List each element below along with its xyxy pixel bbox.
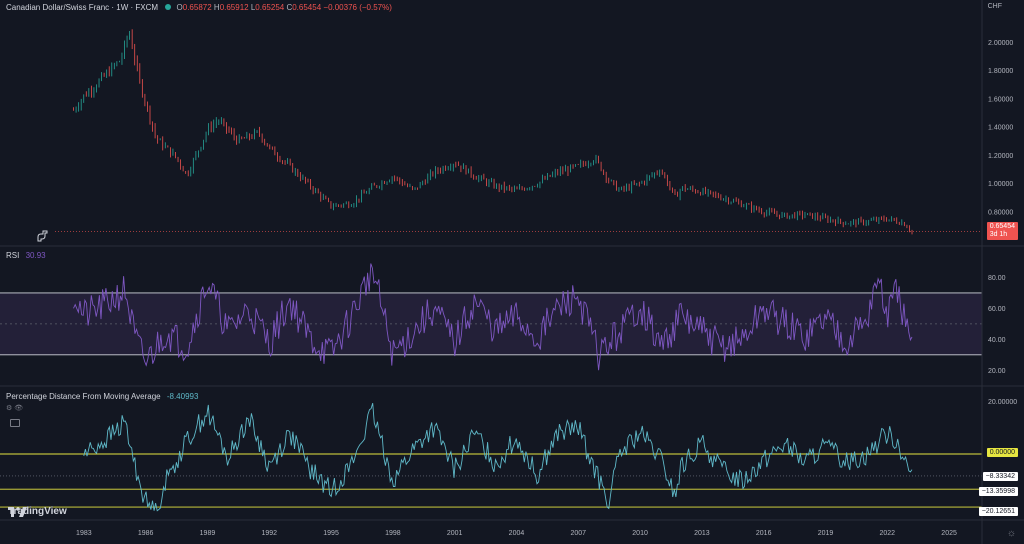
pdma-line (83, 402, 913, 512)
pdma-level-tag-1: −13.35998 (978, 487, 1018, 496)
price-tick-label: 1.00000 (988, 181, 1013, 188)
pdma-zero-tag: 0.00000 (986, 448, 1018, 457)
rsi-tick-label: 20.00 (988, 368, 1006, 375)
rsi-title[interactable]: RSI (6, 251, 20, 260)
year-tick-label: 1998 (385, 530, 401, 537)
low-value: 0.65254 (255, 3, 285, 12)
year-tick-label: 2004 (509, 530, 525, 537)
main-price-pane: 2.00000 1.80000 1.60000 1.40000 1.20000 1.000… (55, 29, 1013, 235)
tv-logo-text: TradingView (8, 506, 67, 517)
replay-dino-icon[interactable] (36, 230, 50, 242)
year-tick-label: 1983 (76, 530, 92, 537)
rsi-value: 30.93 (25, 251, 46, 260)
price-tick-label: 1.60000 (988, 96, 1013, 103)
year-tick-label: 2001 (447, 530, 463, 537)
time-axis: 1983 1986 1989 1992 1995 1998 2001 2004 2007 2010… (76, 530, 957, 537)
open-value: 0.65872 (182, 3, 212, 12)
price-tick-label: 1.20000 (988, 153, 1013, 160)
year-tick-label: 2007 (570, 530, 586, 537)
last-price-tag: 0.65454 3d 1h (986, 222, 1018, 240)
close-label: C (286, 3, 293, 12)
high-value: 0.65912 (219, 3, 249, 12)
pdma-pane: 20.00000 (0, 399, 1017, 512)
year-tick-label: 2013 (694, 530, 710, 537)
price-tick-label: 0.80000 (988, 209, 1013, 216)
rsi-line (73, 263, 913, 371)
price-tick-label: 1.80000 (988, 68, 1013, 75)
pdma-settings-icons[interactable]: ⚙ 👁 (6, 405, 24, 412)
chart-settings-icon[interactable]: ☼ (1006, 528, 1016, 539)
chart-legend: Canadian Dollar/Swiss Franc · 1W · FXCM … (6, 3, 392, 12)
year-tick-label: 2016 (756, 530, 772, 537)
year-tick-label: 2019 (818, 530, 834, 537)
rsi-tick-label: 80.00 (988, 275, 1006, 282)
bar-countdown: 3d 1h (989, 231, 1008, 238)
tradingview-logo[interactable]: TradingView (8, 506, 67, 517)
pdma-legend: Percentage Distance From Moving Average … (6, 392, 198, 401)
pdma-current-tag: −8.33342 (982, 472, 1018, 481)
year-tick-label: 1986 (138, 530, 154, 537)
rsi-legend: RSI 30.93 (6, 251, 46, 260)
collapse-pane-icon[interactable] (10, 419, 20, 427)
year-tick-label: 2022 (880, 530, 896, 537)
year-tick-label: 1995 (323, 530, 339, 537)
year-tick-label: 2025 (941, 530, 957, 537)
rsi-tick-label: 40.00 (988, 337, 1006, 344)
change-value: −0.00376 (−0.57%) (323, 3, 392, 12)
pdma-title[interactable]: Percentage Distance From Moving Average (6, 392, 161, 401)
symbol-title[interactable]: Canadian Dollar/Swiss Franc · 1W · FXCM (6, 3, 159, 12)
pdma-level-tag-2: −20.12651 (978, 507, 1018, 516)
price-tick-label: 2.00000 (988, 40, 1013, 47)
currency-label: CHF (987, 3, 1002, 10)
close-value: 0.65454 (292, 3, 322, 12)
pdma-value: -8.40993 (166, 392, 199, 401)
tv-logo-icon (8, 507, 27, 517)
high-label: H (213, 3, 220, 12)
low-label: L (250, 3, 256, 12)
open-label: O (176, 3, 183, 12)
visibility-dot-icon[interactable] (165, 4, 172, 10)
last-price-value: 0.65454 (989, 223, 1015, 230)
price-tick-label: 1.40000 (988, 125, 1013, 132)
pdma-tick-label: 20.00000 (988, 399, 1017, 406)
rsi-tick-label: 60.00 (988, 306, 1006, 313)
year-tick-label: 2010 (632, 530, 648, 537)
year-tick-label: 1992 (261, 530, 277, 537)
rsi-pane: 80.00 60.00 40.00 20.00 (0, 263, 1006, 375)
year-tick-label: 1989 (200, 530, 216, 537)
